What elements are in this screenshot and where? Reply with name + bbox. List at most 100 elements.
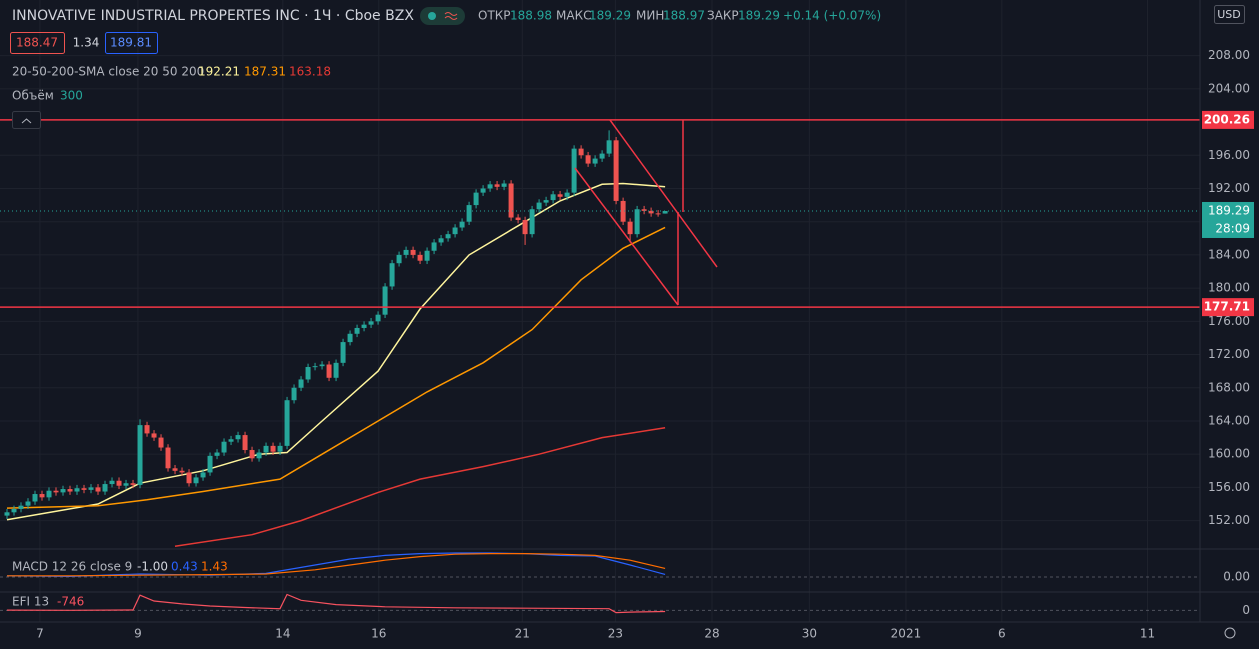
- moving-average-line: [6, 182, 666, 521]
- candle-body: [39, 494, 45, 498]
- candle-body: [424, 250, 430, 261]
- candle-body: [375, 314, 381, 322]
- candle-body: [242, 435, 248, 451]
- status-pill[interactable]: [420, 7, 465, 25]
- settings-icon[interactable]: [1224, 627, 1236, 639]
- indicator-value: -746: [57, 595, 84, 609]
- marks-layer: [0, 119, 1200, 614]
- candle-body: [172, 468, 178, 471]
- moving-average-line: [174, 427, 666, 548]
- x-tick-label: 6: [998, 627, 1006, 641]
- candle-body: [494, 184, 500, 187]
- currency-box[interactable]: [1214, 5, 1245, 24]
- candle-body: [613, 140, 619, 201]
- x-tick-label: 14: [275, 627, 290, 641]
- indicator-value: -1.00: [137, 560, 168, 574]
- y-tick-label: 172.00: [1208, 347, 1250, 361]
- ohlc-value: 189.29: [589, 9, 631, 23]
- candle-body: [284, 400, 290, 446]
- candle-body: [368, 321, 374, 325]
- x-tick-label: 30: [802, 627, 817, 641]
- candle-body: [4, 512, 10, 516]
- candle-body: [270, 445, 276, 452]
- y-tick-label: 152.00: [1208, 513, 1250, 527]
- bid-box[interactable]: [10, 32, 65, 54]
- candle-body: [151, 433, 157, 438]
- candle-body: [599, 153, 605, 159]
- candle-body: [53, 490, 59, 493]
- candle-body: [571, 148, 577, 193]
- indicator-label: 20-50-200-SMA close 20 50 200: [12, 65, 204, 79]
- indicator-label: Объём: [12, 89, 54, 103]
- candle-body: [438, 238, 444, 243]
- collapse-button[interactable]: [12, 111, 41, 129]
- candle-body: [312, 366, 318, 368]
- indicator-value: 163.18: [289, 65, 331, 79]
- candle-body: [592, 158, 598, 164]
- y-tick-label: 0.00: [1223, 570, 1250, 584]
- candle-body: [333, 362, 339, 378]
- candle-body: [389, 263, 395, 287]
- y-tick-label: 196.00: [1208, 148, 1250, 162]
- candle-body: [445, 234, 451, 239]
- candle-body: [81, 488, 87, 490]
- candle-body: [417, 254, 423, 261]
- trend-line: [574, 167, 679, 306]
- x-tick-label: 2021: [891, 627, 922, 641]
- ohlc-label: ОТКР: [478, 9, 511, 23]
- candle-body: [466, 205, 472, 222]
- candle-body: [256, 452, 262, 459]
- indicator-value: 187.31: [244, 65, 286, 79]
- candle-body: [487, 184, 493, 189]
- candle-body: [578, 148, 584, 156]
- candle-body: [641, 209, 647, 211]
- y-tick-label: 164.00: [1208, 413, 1250, 427]
- y-tick-label: 0: [1242, 603, 1250, 617]
- candle-body: [67, 489, 73, 492]
- candle-body: [326, 364, 332, 378]
- candle-body: [249, 450, 255, 459]
- status-dot: [428, 12, 436, 20]
- candle-body: [459, 221, 465, 228]
- y-tick-label: 160.00: [1208, 447, 1250, 461]
- candle-body: [431, 242, 437, 251]
- candle-body: [32, 494, 38, 502]
- candle-body: [18, 505, 24, 509]
- candle-body: [235, 435, 241, 440]
- candle-body: [88, 487, 94, 490]
- candle-body: [95, 487, 101, 492]
- ohlc-label: МИН: [636, 9, 664, 23]
- ask-box[interactable]: [105, 32, 158, 54]
- candle-body: [550, 194, 556, 201]
- candle-body: [347, 333, 353, 343]
- candle-body: [11, 508, 17, 513]
- candle-body: [46, 490, 52, 498]
- change: +0.14 (+0.07%): [783, 9, 881, 23]
- y-tick-label: 208.00: [1208, 48, 1250, 62]
- ohlc-value: 189.29: [738, 9, 780, 23]
- candle-body: [305, 366, 311, 380]
- candle-body: [522, 220, 528, 235]
- candle-body: [557, 194, 563, 197]
- candle-body: [186, 472, 192, 484]
- x-tick-label: 23: [608, 627, 623, 641]
- candle-body: [130, 483, 136, 485]
- candle-body: [361, 324, 367, 328]
- candle-body: [109, 480, 115, 485]
- candle-body: [60, 489, 66, 493]
- y-tick-label: 156.00: [1208, 480, 1250, 494]
- indicator-label: MACD 12 26 close 9: [12, 560, 132, 574]
- candle-body: [74, 488, 80, 492]
- ohlc-label: МАКС: [556, 9, 591, 23]
- candle-body: [480, 188, 486, 193]
- candle-body: [144, 425, 150, 434]
- candle-body: [396, 254, 402, 264]
- grid-layer: [0, 0, 1200, 622]
- ask: 189.81: [110, 36, 152, 50]
- moving-average-line: [6, 226, 666, 509]
- candle-body: [158, 437, 164, 448]
- candle-body: [648, 210, 654, 214]
